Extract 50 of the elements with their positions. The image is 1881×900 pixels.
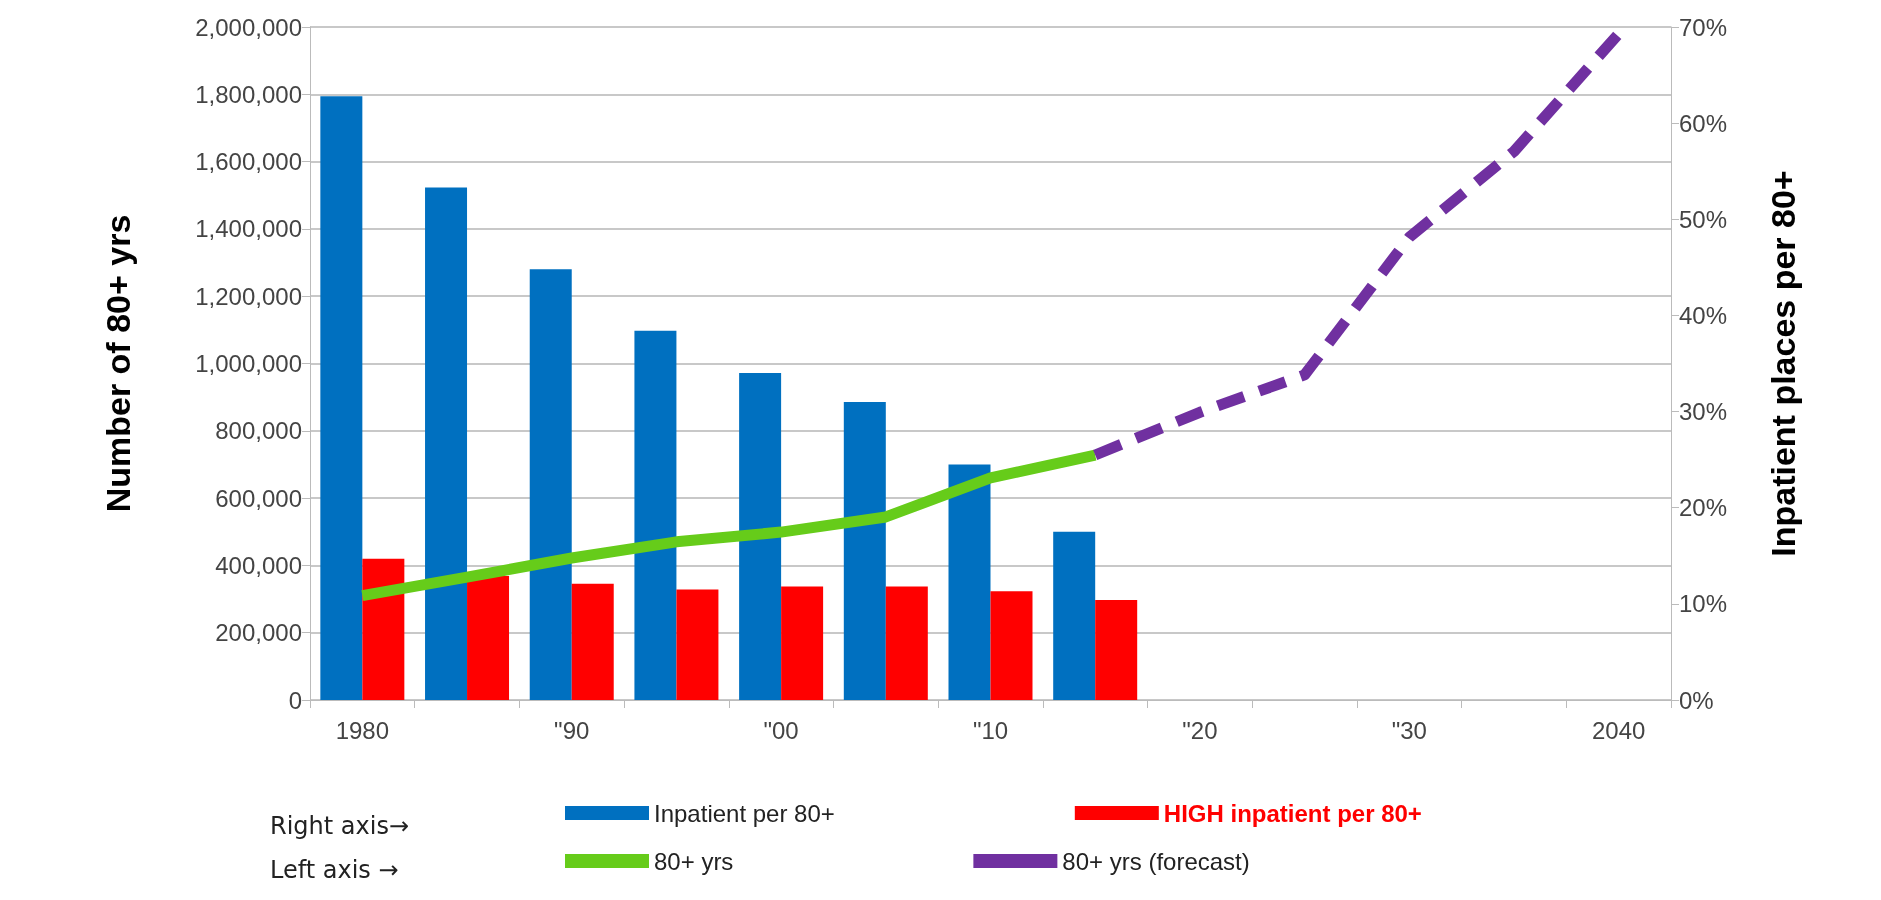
- y2-tick-label: 10%: [1679, 590, 1728, 618]
- y-tick-label: 200,000: [215, 619, 302, 647]
- y-tick-label: 1,000,000: [195, 350, 302, 377]
- bar: [467, 575, 510, 700]
- y-axis-title: Number of 80+ yrs: [99, 214, 137, 513]
- y-tick-label: 0: [288, 686, 302, 714]
- y2-tick-label: 70%: [1679, 13, 1728, 41]
- y-tick-label: 800,000: [215, 417, 302, 445]
- bar: [529, 269, 572, 700]
- y2-axis-title: Inpatient places per 80+: [1764, 170, 1802, 557]
- x-tick-label: "90: [554, 716, 590, 744]
- text: Right axis→: [270, 812, 410, 840]
- y2-tick-label: 40%: [1679, 301, 1728, 329]
- x-tick-label: "20: [1182, 716, 1218, 744]
- y-tick-label: 600,000: [215, 484, 302, 512]
- y2-tick-label: 50%: [1679, 205, 1728, 233]
- text: Left axis →: [270, 856, 399, 884]
- bar: [320, 96, 363, 700]
- bar: [948, 464, 991, 700]
- bar: [1095, 600, 1138, 700]
- bar: [781, 586, 824, 700]
- bar: [425, 187, 468, 700]
- bar: [362, 558, 405, 700]
- y2-tick-label: 60%: [1679, 109, 1728, 137]
- x-tick-label: "00: [763, 716, 799, 744]
- y2-tick-label: 20%: [1679, 494, 1728, 522]
- bar: [676, 589, 719, 700]
- x-tick-label: 1980: [335, 716, 390, 744]
- bar: [634, 330, 677, 700]
- bar: [571, 583, 614, 700]
- legend-label: 80+ yrs (forecast): [1062, 847, 1250, 875]
- bar: [739, 373, 782, 700]
- y-tick-label: 1,600,000: [195, 148, 302, 176]
- legend-label: Inpatient per 80+: [654, 799, 835, 827]
- legend-label: HIGH inpatient per 80+: [1163, 799, 1422, 827]
- y-tick-label: 1,200,000: [195, 282, 302, 310]
- y-tick-label: 1,400,000: [195, 215, 302, 243]
- x-tick-label: "30: [1391, 716, 1427, 744]
- bar: [990, 591, 1033, 700]
- x-tick-label: 2040: [1591, 716, 1646, 744]
- x-tick-label: "10: [972, 716, 1009, 744]
- y2-tick-label: 30%: [1679, 398, 1728, 426]
- y-tick-label: 2,000,000: [195, 13, 302, 41]
- bar: [843, 401, 886, 700]
- bar: [1053, 531, 1096, 700]
- legend-label: 80+ yrs: [654, 847, 734, 875]
- y2-tick-label: 0%: [1679, 686, 1714, 714]
- y-tick-label: 1,800,000: [195, 80, 302, 108]
- y-tick-label: 400,000: [215, 551, 302, 579]
- bar: [885, 586, 928, 700]
